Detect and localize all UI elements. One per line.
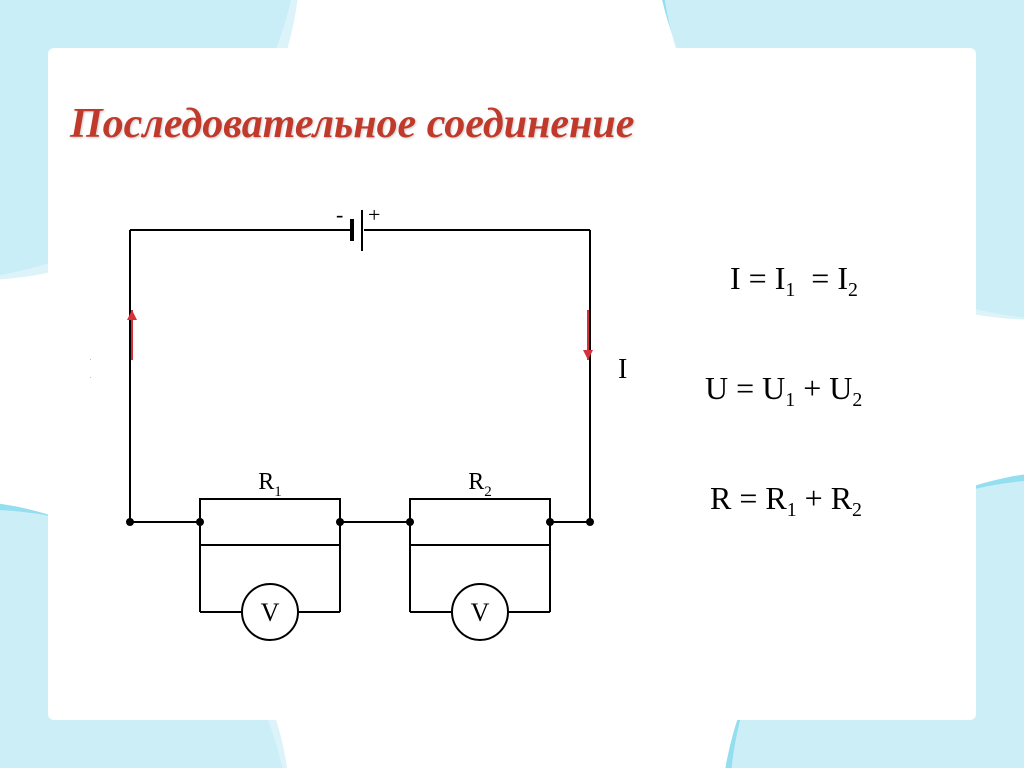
resistor-label-1: R1 xyxy=(258,469,282,500)
voltmeter-label-1: V xyxy=(261,598,280,627)
current-label-2: I xyxy=(618,354,627,385)
voltmeter-label-2: V xyxy=(471,598,490,627)
battery-minus-label: - xyxy=(336,210,343,227)
formula-1: I = I1 = I2 xyxy=(730,260,858,297)
resistor-label-2: R2 xyxy=(468,469,492,500)
battery-plus-label: + xyxy=(368,210,380,227)
node-left xyxy=(126,518,134,526)
circuit-svg: - + I I R1 R2 V V xyxy=(90,210,630,650)
node-right xyxy=(586,518,594,526)
resistor-2 xyxy=(410,499,550,545)
current-arrowhead-2 xyxy=(583,350,593,360)
circuit-diagram: - + I I R1 R2 V V xyxy=(90,210,630,650)
current-label-1: I xyxy=(90,354,91,385)
resistor-1 xyxy=(200,499,340,545)
formula-2: U = U1 + U2 xyxy=(705,370,862,407)
formula-3: R = R1 + R2 xyxy=(710,480,862,517)
current-arrowhead-1 xyxy=(127,310,137,320)
slide: Последовательное соединение I = I1 = I2 U… xyxy=(0,0,1024,768)
slide-title: Последовательное соединение xyxy=(70,100,634,148)
